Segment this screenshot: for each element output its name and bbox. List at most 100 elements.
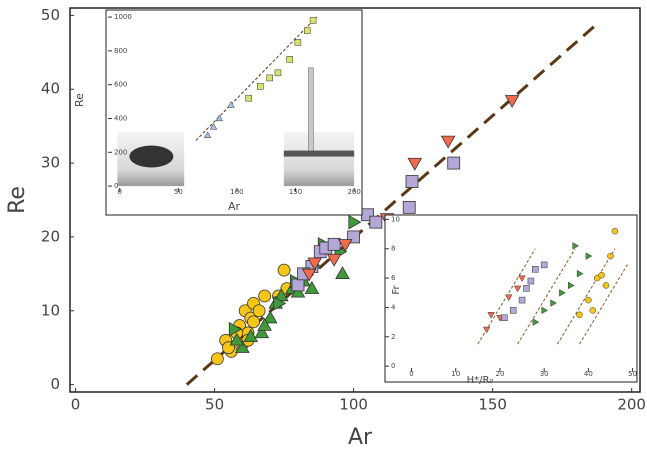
- marker-square: [501, 314, 508, 321]
- marker-square: [523, 285, 530, 292]
- marker-triangle-down: [326, 253, 342, 267]
- marker-triangle-right: [568, 281, 575, 290]
- plot-frame: [384, 214, 638, 383]
- marker-triangle-up: [243, 328, 259, 342]
- y-tick-label: 10: [391, 215, 400, 223]
- marker-triangle-right: [572, 242, 580, 250]
- marker-circle: [593, 274, 601, 282]
- marker-triangle-down: [337, 239, 353, 253]
- x-tick-label: 0: [117, 188, 121, 196]
- marker-square: [527, 277, 535, 285]
- marker-triangle-up: [335, 266, 350, 280]
- marker-square: [532, 266, 539, 273]
- marker-triangle-up: [215, 114, 224, 122]
- y-tick-label: 1000: [114, 13, 132, 21]
- marker-square: [309, 17, 317, 24]
- x-tick-label: 20: [495, 370, 504, 378]
- chart: 0 50 100 150 200 0 200 400 600 800 1000 Ar Re: [73, 9, 363, 216]
- marker-square: [518, 296, 526, 304]
- marker-square: [291, 278, 305, 292]
- fit-line: [517, 248, 576, 345]
- plot-frame: [105, 9, 363, 216]
- marker-triangle-down: [513, 285, 522, 293]
- photo-surface: [283, 150, 355, 157]
- marker-triangle-right: [541, 306, 549, 315]
- x-axis-label: Ar: [228, 200, 241, 213]
- x-tick-label: 0: [409, 370, 413, 378]
- photo: [283, 132, 355, 187]
- x-tick-label: 50: [205, 396, 224, 414]
- x-tick-label: 50: [174, 188, 183, 196]
- x-tick-label: 150: [289, 188, 302, 196]
- y-tick-label: 8: [391, 245, 395, 253]
- y-tick-label: 800: [114, 47, 127, 55]
- y-tick-label: 2: [391, 333, 395, 341]
- marker-square: [327, 237, 341, 251]
- marker-triangle-right: [532, 318, 540, 326]
- marker-circle: [247, 315, 260, 329]
- fit-line: [556, 248, 616, 345]
- marker-triangle-up: [262, 310, 278, 324]
- y-tick-label: 0: [114, 182, 118, 190]
- marker-triangle-down: [482, 326, 491, 334]
- marker-triangle-down: [504, 95, 520, 109]
- marker-triangle-down: [505, 294, 513, 302]
- marker-triangle-down: [301, 268, 317, 282]
- marker-circle: [252, 304, 266, 318]
- y-tick-label: 4: [391, 303, 396, 311]
- marker-triangle-right: [348, 214, 362, 230]
- marker-triangle-up: [235, 339, 250, 353]
- y-tick-label: 20: [41, 227, 60, 245]
- y-axis-label: Re: [5, 186, 30, 214]
- y-tick-label: 200: [114, 148, 127, 156]
- y-tick-label: 30: [41, 154, 60, 172]
- marker-triangle-down: [407, 157, 423, 171]
- y-tick-label: 6: [391, 274, 396, 282]
- marker-triangle-right: [576, 269, 584, 278]
- marker-square: [402, 200, 416, 214]
- marker-square: [266, 74, 273, 82]
- x-tick-label: 100: [230, 188, 243, 196]
- marker-triangle-right: [585, 252, 593, 260]
- marker-square: [274, 69, 282, 77]
- marker-triangle-right: [273, 296, 287, 311]
- x-axis-label: Ar: [348, 425, 373, 450]
- marker-square: [294, 39, 302, 46]
- marker-triangle-down: [307, 257, 322, 271]
- y-tick-label: 0: [50, 375, 60, 393]
- marker-triangle-down: [440, 135, 456, 149]
- fit-line: [579, 263, 629, 345]
- marker-square: [286, 56, 293, 63]
- marker-circle: [576, 311, 583, 319]
- x-tick-label: 30: [540, 370, 549, 378]
- marker-triangle-up: [227, 100, 235, 108]
- marker-circle: [210, 352, 224, 366]
- y-tick-label: 600: [114, 81, 127, 89]
- x-tick-label: 50: [628, 370, 637, 378]
- marker-triangle-up: [257, 317, 272, 331]
- x-tick-label: 10: [451, 370, 460, 378]
- marker-square: [257, 83, 264, 90]
- photo-drop: [129, 145, 174, 168]
- marker-triangle-right: [559, 289, 566, 297]
- y-tick-label: 50: [41, 6, 60, 24]
- marker-square: [509, 307, 517, 314]
- fit-line: [195, 16, 317, 141]
- y-tick-label: 10: [41, 301, 60, 319]
- marker-square: [405, 175, 419, 188]
- marker-circle: [602, 282, 610, 289]
- x-axis-label: H*/R₀: [467, 375, 494, 386]
- plot-frame: [69, 7, 641, 393]
- marker-square: [245, 94, 252, 102]
- marker-square: [540, 261, 548, 269]
- marker-circle: [585, 296, 592, 304]
- marker-triangle-up: [254, 325, 270, 339]
- x-tick-label: 200: [617, 396, 646, 414]
- x-tick-label: 150: [478, 396, 507, 414]
- y-tick-label: 400: [114, 114, 127, 122]
- x-tick-label: 0: [71, 396, 81, 414]
- marker-triangle-down: [487, 312, 495, 319]
- marker-circle: [589, 307, 597, 314]
- y-axis-label: Fr: [391, 285, 402, 295]
